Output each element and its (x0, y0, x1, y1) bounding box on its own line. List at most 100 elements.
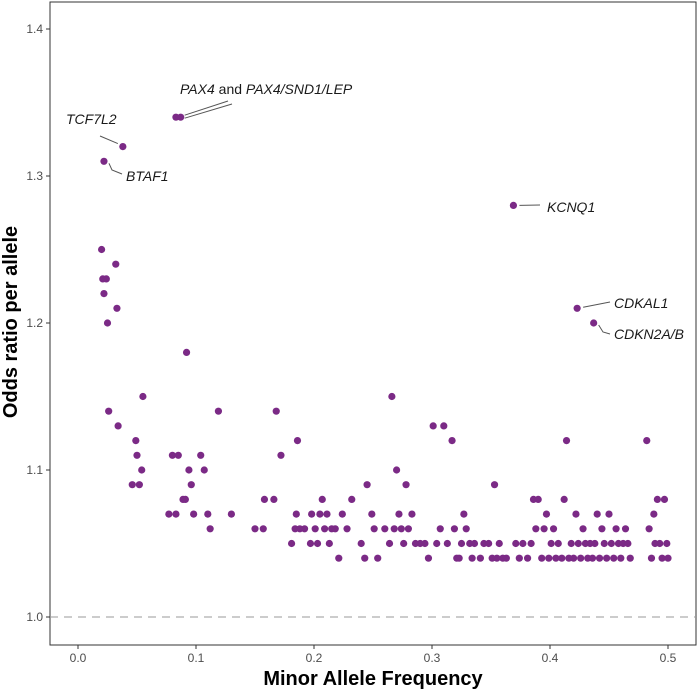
annotation-leaders (99, 100, 611, 335)
data-point (214, 407, 223, 415)
leader-cdkal1 (583, 301, 611, 308)
data-point (545, 554, 553, 562)
data-point (538, 554, 546, 562)
data-point (112, 260, 120, 268)
data-point (113, 304, 121, 312)
annotation-pax4-conjunction: and (215, 81, 246, 97)
data-point (656, 539, 664, 548)
data-point (443, 539, 451, 548)
data-point (603, 554, 611, 562)
data-point (139, 392, 147, 401)
data-point (119, 143, 127, 151)
data-point (476, 554, 484, 562)
data-point (348, 495, 356, 503)
data-point (626, 554, 634, 562)
data-point (468, 554, 476, 562)
data-point (534, 495, 542, 503)
data-point (132, 437, 140, 445)
plot-panel (49, 1, 697, 646)
data-point (558, 554, 566, 562)
data-point (138, 466, 146, 474)
data-point (311, 525, 319, 533)
annotation-cdkn2ab: CDKN2A/B (614, 326, 684, 342)
leader-cdkn2ab (598, 324, 611, 335)
data-point (404, 525, 412, 533)
data-point (270, 495, 278, 503)
data-point (532, 525, 540, 533)
data-point (182, 348, 191, 356)
data-point (128, 481, 136, 489)
data-point (187, 481, 195, 489)
annotation-pax4-snd1-lep: PAX4/SND1/LEP (246, 81, 353, 97)
data-point (331, 525, 339, 533)
y-tick-label: 1.3 (26, 169, 43, 183)
data-point (402, 481, 410, 489)
data-point (424, 554, 433, 562)
data-point (610, 554, 618, 562)
leader-pax4-b (184, 103, 233, 119)
data-point (612, 525, 620, 533)
data-point (390, 525, 398, 533)
data-point (643, 437, 651, 445)
data-point (440, 422, 448, 430)
data-point (429, 422, 437, 430)
data-point (579, 525, 587, 533)
data-point (562, 437, 571, 445)
data-point (227, 510, 235, 518)
data-point (512, 539, 520, 548)
data-point (598, 525, 606, 533)
data-point (591, 539, 599, 548)
data-point (490, 481, 499, 489)
data-point (664, 554, 672, 562)
data-point (462, 525, 470, 533)
data-point (361, 554, 369, 562)
data-point (343, 525, 351, 533)
annotation-pax4-gene: PAX4 (180, 81, 215, 97)
data-point (133, 451, 141, 459)
data-point (316, 510, 324, 518)
y-axis: 1.0 1.1 1.2 1.3 1.4 (26, 22, 50, 624)
data-point (308, 510, 316, 518)
annotation-pax4: PAX4 and PAX4/SND1/LEP (180, 81, 353, 97)
data-point (573, 304, 581, 312)
data-point (393, 466, 401, 474)
leader-pax4-a (184, 100, 229, 116)
data-point (540, 525, 548, 533)
data-point (135, 481, 143, 489)
data-point (313, 539, 322, 548)
data-point (624, 539, 632, 548)
y-tick-label: 1.4 (26, 22, 43, 36)
x-axis-title: Minor Allele Frequency (263, 668, 483, 689)
x-tick-label: 0.1 (188, 651, 205, 665)
x-tick-label: 0.2 (306, 651, 323, 665)
data-point (567, 539, 575, 548)
data-point (647, 554, 656, 562)
data-point (552, 554, 560, 562)
data-point (325, 539, 333, 548)
data-point (519, 539, 527, 548)
data-point (457, 539, 466, 548)
data-point (272, 407, 280, 415)
data-point (338, 510, 346, 518)
data-point (400, 539, 408, 548)
data-point (357, 539, 365, 548)
data-point (306, 539, 315, 548)
data-point (590, 319, 598, 327)
annotation-kcnq1: KCNQ1 (547, 199, 595, 215)
data-point (103, 319, 112, 327)
data-point (493, 554, 501, 562)
data-point (388, 392, 396, 401)
data-point (577, 554, 585, 562)
data-point (174, 451, 182, 459)
y-axis-title: Odds ratio per allele (0, 226, 22, 418)
data-point (172, 510, 180, 518)
data-point (560, 495, 568, 503)
data-point (321, 525, 329, 533)
data-point (287, 539, 296, 548)
data-point (190, 510, 198, 518)
data-point (260, 495, 269, 503)
annotation-btaf1: BTAF1 (126, 168, 169, 184)
data-point (300, 525, 309, 533)
data-point (368, 510, 376, 518)
data-point (495, 539, 503, 548)
